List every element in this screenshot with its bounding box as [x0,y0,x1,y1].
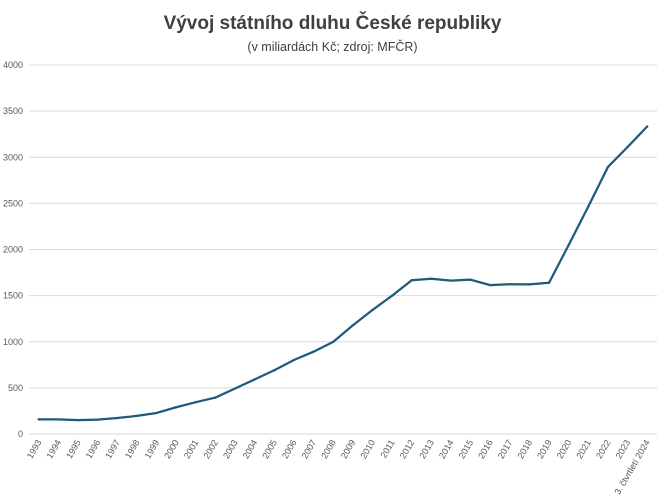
data-point [410,279,413,282]
data-point [449,279,453,282]
x-tick-label: 1993 [25,438,44,460]
chart-title: Vývoj státního dluhu České republiky [163,13,502,34]
x-tick-label: 2014 [437,438,456,460]
data-point [547,281,551,284]
data-point [214,396,217,399]
x-tick-label: 2007 [300,438,319,460]
data-point [528,283,531,286]
x-tick-label: 2016 [476,438,495,460]
x-tick-label: 2021 [574,438,593,460]
data-point [488,283,492,287]
x-axis-ticks: 1993 1994 1995 1996 1997 1998 1999 2000 2001 2002… [25,438,652,496]
x-tick-label: 2019 [535,438,554,460]
data-point [135,414,139,418]
series-line [37,125,649,422]
x-tick-label: 2002 [201,438,220,460]
data-point [76,418,80,422]
y-tick-label: 3000 [3,152,23,162]
data-point [606,165,610,169]
x-tick-label: 1999 [143,438,162,460]
x-tick-label: 1996 [84,438,103,460]
data-point [469,278,472,281]
y-axis-ticks: 0 500 1000 1500 2000 2500 3000 3500 4000 [3,60,23,439]
data-point [587,205,590,208]
data-point [312,350,315,353]
data-point [331,340,335,344]
y-tick-label: 4000 [3,60,23,70]
x-tick-label: 2022 [594,438,613,460]
data-point [292,358,296,362]
data-point [194,400,198,404]
data-point [390,294,394,297]
x-tick-label: 1994 [44,438,63,460]
data-point [567,243,570,247]
x-tick-label: 2012 [398,438,417,460]
x-tick-label: 2017 [496,438,515,460]
data-point [645,125,649,128]
y-tick-label: 500 [8,383,23,393]
data-point [371,308,374,312]
x-tick-label: 2023 [614,438,633,460]
data-point [253,378,256,381]
data-point [37,418,41,421]
gridlines [29,64,657,435]
chart-subtitle: (v miliardách Kč; zdroj: MFČR) [247,40,418,54]
y-tick-label: 3500 [3,106,23,116]
x-tick-label: 2004 [241,438,260,460]
data-point [57,418,60,421]
data-point [508,282,512,286]
data-point [626,145,629,149]
y-tick-label: 2000 [3,245,23,255]
data-point [233,387,237,390]
x-tick-label: 2003 [221,438,240,460]
x-tick-label: 1998 [123,438,142,460]
y-tick-label: 2500 [3,198,23,208]
data-point [430,277,433,280]
data-point [116,416,119,420]
x-tick-label: 2015 [457,438,476,460]
data-point [96,418,99,421]
x-tick-label: 2000 [162,438,181,460]
data-point [174,406,178,409]
x-tick-label: 2008 [319,438,338,460]
x-tick-label: 1995 [64,438,83,460]
y-tick-label: 1500 [3,291,23,301]
y-tick-label: 0 [18,429,23,439]
x-tick-label: 2009 [339,438,358,460]
data-point [155,411,158,415]
x-tick-label: 2001 [182,438,201,460]
x-tick-label: 2018 [515,438,534,460]
x-tick-label: 2011 [378,438,396,460]
x-tick-label: 2013 [417,438,436,460]
series-group [37,125,649,422]
data-point [273,369,276,372]
data-point [351,324,355,327]
x-tick-label: 2005 [260,438,279,460]
x-tick-label: 2020 [555,438,574,460]
x-tick-label: 2010 [358,438,377,460]
x-tick-label: 2006 [280,438,299,460]
x-tick-label: 1997 [103,438,122,460]
y-tick-label: 1000 [3,337,23,347]
